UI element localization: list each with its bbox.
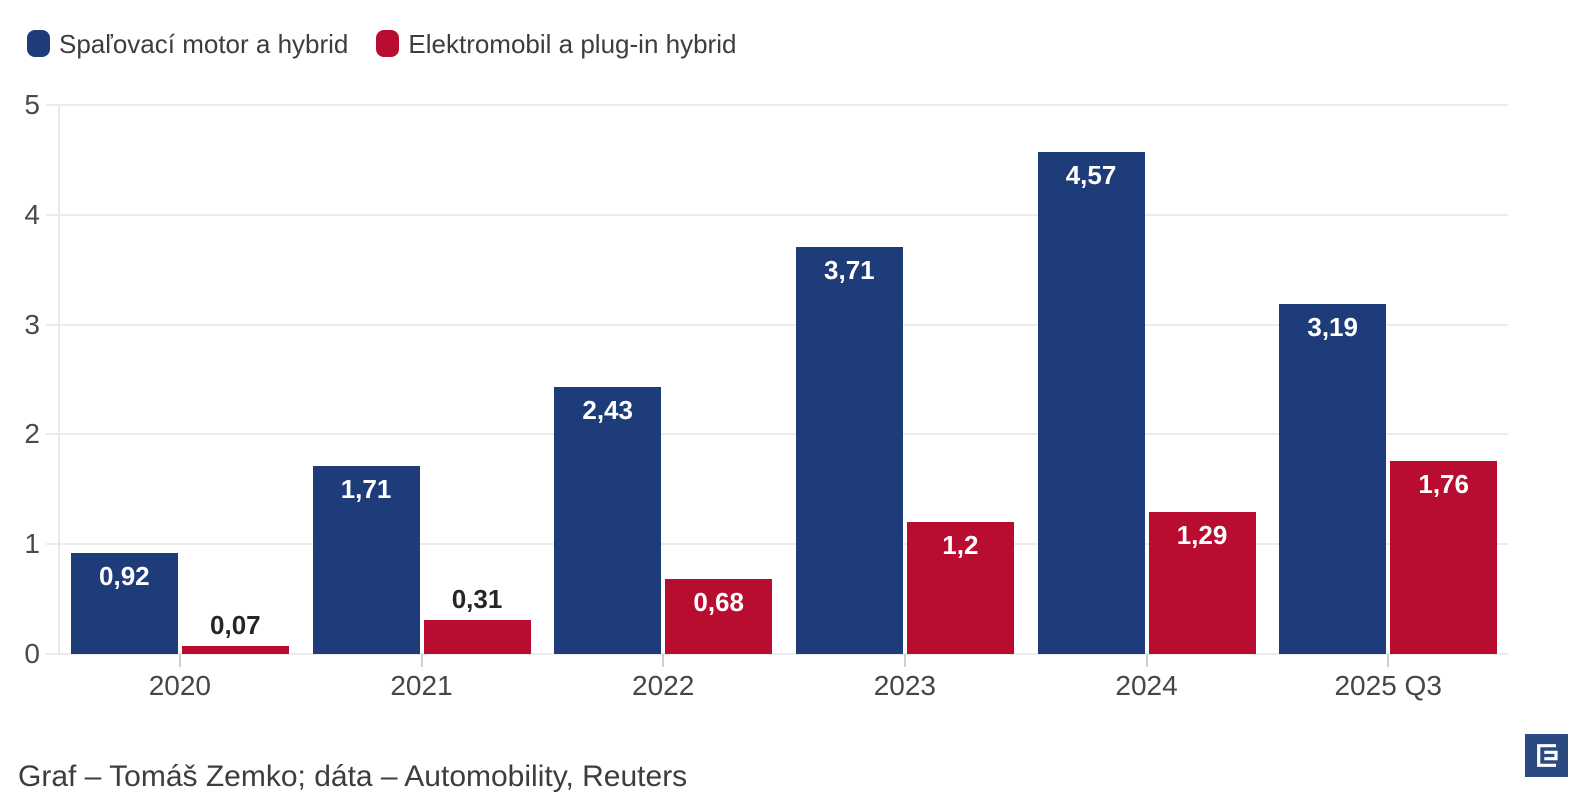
bar-ev-2021[interactable]: 0,31 [423, 586, 531, 654]
legend-swatch-icon [376, 30, 400, 57]
bar-group-2020: 0,92 0,07 [59, 105, 301, 654]
bar-value-label: 1,29 [1176, 520, 1228, 551]
x-axis-tick [1387, 654, 1390, 667]
logo-inner-bracket [1544, 750, 1558, 761]
bar-value-label: 4,57 [1065, 160, 1117, 191]
legend-item-0[interactable]: Spaľovací motor a hybrid [27, 30, 348, 57]
bar-ice-2020[interactable]: 0,92 [70, 552, 178, 654]
bar-value-label: 1,2 [942, 530, 979, 561]
x-axis-label: 2021 [390, 670, 453, 701]
gridline [46, 433, 1508, 436]
x-axis-label: 2024 [1115, 670, 1178, 701]
bar-group-2024: 4,57 1,29 [1026, 105, 1268, 654]
legend-item-label: Spaľovací motor a hybrid [59, 28, 349, 59]
gridline [46, 323, 1508, 326]
x-axis: 2020 2021 2022 2023 2024 2025 Q3 [59, 654, 1509, 700]
bar-value-label: 0,92 [99, 560, 150, 591]
legend: Spaľovací motor a hybrid Elektromobil a p… [27, 30, 736, 57]
bar-value-label: 3,19 [1307, 311, 1358, 342]
logo-outer-bracket [1537, 744, 1556, 767]
bar-group-2021: 1,71 0,31 [301, 105, 543, 654]
gridline [46, 213, 1508, 216]
x-axis-tick [1145, 654, 1148, 667]
bar-value-label: 1,71 [340, 474, 392, 505]
legend-item-label: Elektromobil a plug-in hybrid [408, 28, 737, 59]
bar-ev-2025 Q3[interactable]: 1,76 [1390, 460, 1498, 654]
x-axis-label: 2023 [873, 670, 936, 701]
x-axis-cell: 2021 [301, 654, 543, 700]
legend-item-1[interactable]: Elektromobil a plug-in hybrid [376, 30, 736, 57]
bar-ice-2023[interactable]: 3,71 [795, 246, 903, 654]
bar-value-label: 0,31 [451, 583, 503, 614]
bar-ev-2020[interactable]: 0,07 [181, 612, 289, 654]
bar-value-label: 2,43 [582, 395, 633, 426]
chart-credit: Graf – Tomáš Zemko; dáta – Automobility,… [18, 760, 688, 793]
x-axis-cell: 2020 [59, 654, 301, 700]
bar-group-2022: 2,43 0,68 [542, 105, 784, 654]
logo-square [1525, 734, 1568, 777]
y-axis-line [58, 105, 60, 654]
x-axis-cell: 2025 Q3 [1267, 654, 1509, 700]
bar-value-label: 0,68 [693, 587, 744, 618]
y-axis-tick-label: 4 [24, 198, 40, 230]
bar-group-2023: 3,71 1,2 [784, 105, 1026, 654]
y-axis-tick-label: 1 [24, 528, 40, 560]
bar-ice-2022[interactable]: 2,43 [554, 387, 662, 654]
bar-ice-2025 Q3[interactable]: 3,19 [1279, 303, 1387, 654]
x-axis-label: 2022 [632, 670, 695, 701]
y-axis-tick-label: 0 [24, 638, 40, 669]
x-axis-cell: 2023 [784, 654, 1026, 700]
bar-ev-2024[interactable]: 1,29 [1148, 512, 1256, 654]
bar-value-label: 1,76 [1418, 468, 1469, 499]
publisher-logo-icon [1525, 734, 1568, 777]
x-axis-cell: 2022 [542, 654, 784, 700]
bar-groups: 0,92 0,07 1,71 0,31 2,43 0,68 3,71 1,2 4,57 1,29 3… [59, 105, 1509, 654]
x-axis-tick [662, 654, 665, 667]
bar-value-label: 3,71 [824, 254, 875, 285]
bar-value-label: 0,07 [210, 610, 261, 641]
x-axis-tick [903, 654, 906, 667]
bar-group-2025 Q3: 3,19 1,76 [1267, 105, 1509, 654]
gridline [46, 653, 1508, 655]
bar-ev-2022[interactable]: 0,68 [665, 579, 773, 654]
y-axis-tick-label: 5 [24, 89, 40, 120]
y-axis-tick-label: 3 [24, 308, 40, 340]
x-axis-tick [420, 654, 423, 667]
gridline [46, 104, 1508, 106]
x-axis-cell: 2024 [1026, 654, 1268, 700]
bar-ice-2024[interactable]: 4,57 [1037, 152, 1145, 654]
x-axis-label: 2025 Q3 [1334, 670, 1442, 701]
legend-swatch-icon [27, 30, 50, 57]
x-axis-tick [178, 654, 181, 667]
y-axis-tick-label: 2 [24, 418, 40, 450]
x-axis-label: 2020 [148, 670, 211, 701]
gridline [46, 543, 1508, 546]
bar-ev-2023[interactable]: 1,2 [906, 522, 1014, 654]
bar-ice-2021[interactable]: 1,71 [312, 466, 420, 654]
